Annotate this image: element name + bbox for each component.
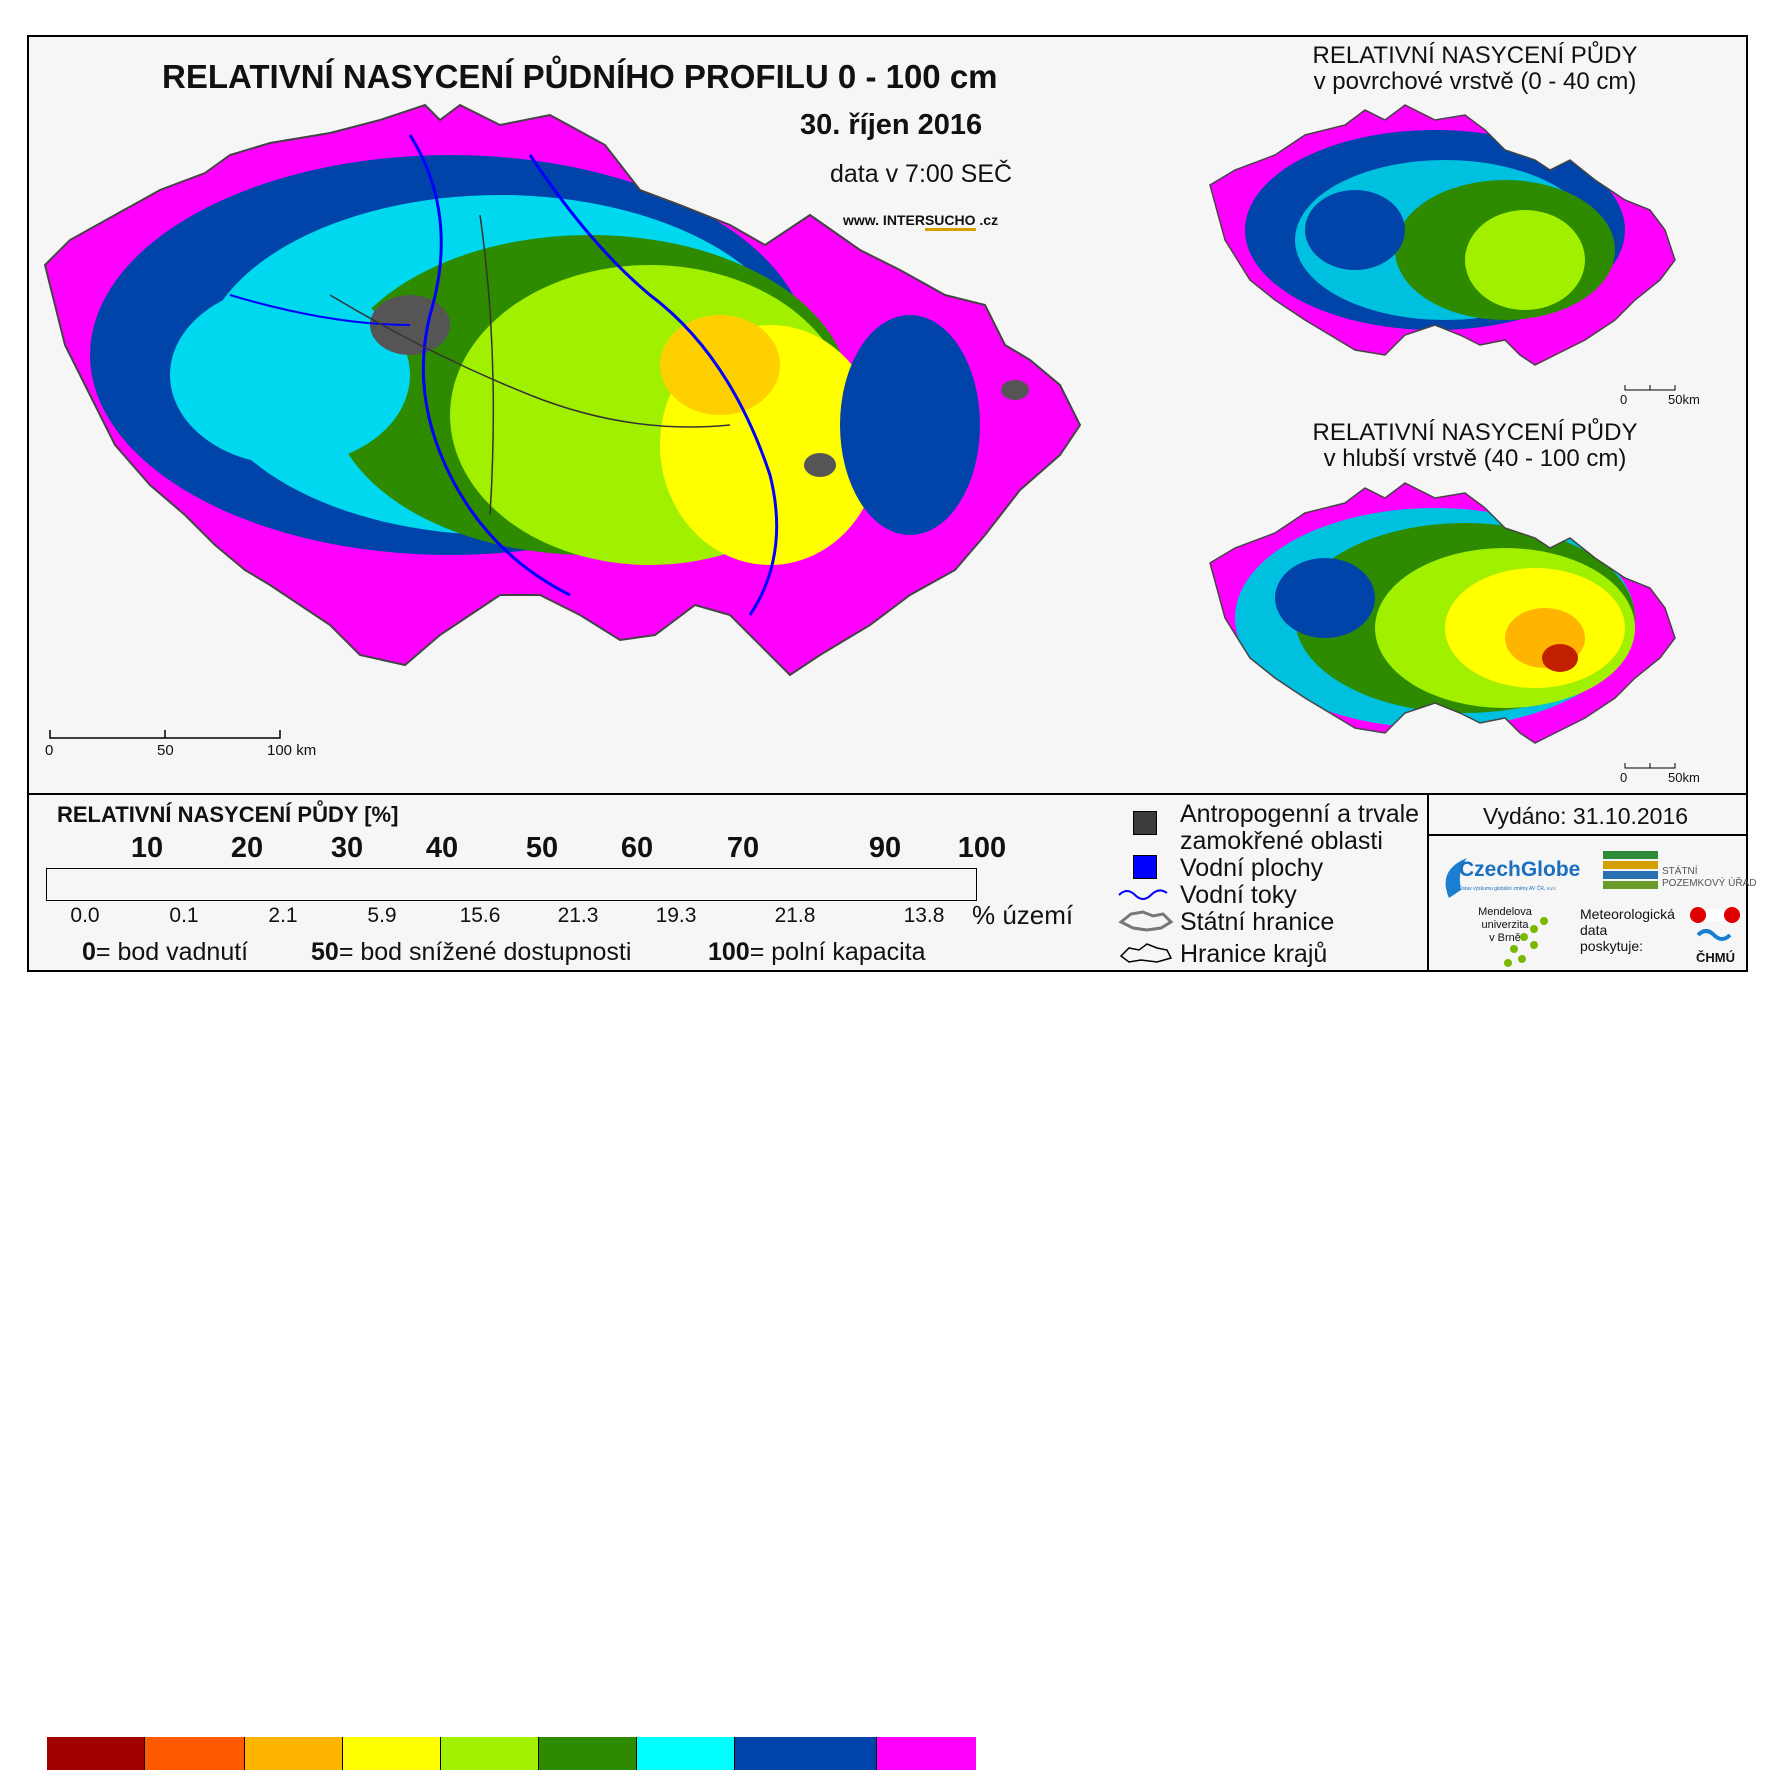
inset-bottom-scale-50: 50km bbox=[1668, 770, 1700, 785]
legend-item-region-border: Hranice krajů bbox=[1180, 940, 1328, 968]
state-border-icon bbox=[1118, 910, 1174, 932]
mendel-line: v Brně bbox=[1489, 932, 1521, 944]
mendel-text: Mendelova univerzita v Brně bbox=[1475, 906, 1535, 945]
note-text: = bod snížené dostupnosti bbox=[338, 938, 632, 966]
mendel-line: univerzita bbox=[1481, 919, 1529, 931]
legend-unit: % území bbox=[972, 900, 1074, 930]
legend-swatch bbox=[735, 1737, 877, 1770]
mendel-dots-icon bbox=[1504, 917, 1548, 967]
main-scale-0: 0 bbox=[45, 742, 54, 759]
url-prefix: www. INTER bbox=[843, 212, 925, 228]
czechglobe-subtext: Ústav výzkumu globální změny AV ČR, v.v.… bbox=[1459, 886, 1557, 892]
region-border-icon bbox=[1119, 943, 1173, 963]
inset-bottom-title-1: RELATIVNÍ NASYCENÍ PŮDY bbox=[1312, 419, 1638, 446]
legend-threshold: 60 bbox=[620, 832, 654, 864]
spu-logo-icon bbox=[1603, 851, 1658, 889]
river-line-icon bbox=[1118, 889, 1168, 900]
legend-swatch bbox=[145, 1737, 245, 1770]
chmu-text: ČHMÚ bbox=[1696, 950, 1735, 965]
main-soil-map bbox=[43, 103, 1082, 739]
url-suffix: .cz bbox=[975, 212, 999, 228]
mendel-line: Mendelova bbox=[1478, 906, 1532, 918]
legend-separator bbox=[27, 793, 1748, 795]
legend-swatch bbox=[245, 1737, 343, 1770]
meteo-line: poskytuje: bbox=[1580, 938, 1644, 954]
spu-text-2: POZEMKOVÝ ÚŘAD bbox=[1662, 878, 1757, 889]
legend-swatch bbox=[539, 1737, 637, 1770]
footer-divider-vertical bbox=[1427, 795, 1429, 972]
legend-threshold: 20 bbox=[230, 832, 264, 864]
note-value: 50 bbox=[311, 938, 339, 966]
inset-top-title-2: v povrchové vrstvě (0 - 40 cm) bbox=[1313, 68, 1637, 95]
url-bold: SUCHO bbox=[924, 212, 976, 231]
meteo-text: Meteorologická data poskytuje: bbox=[1580, 906, 1675, 954]
meteo-line: Meteorologická bbox=[1580, 906, 1675, 922]
legend-share: 0.1 bbox=[169, 904, 199, 927]
legend-note-wilting: 0= bod vadnutí bbox=[82, 938, 248, 967]
data-time: data v 7:00 SEČ bbox=[830, 160, 1013, 188]
issued-date: Vydáno: 31.10.2016 bbox=[1483, 803, 1689, 829]
legend-swatch bbox=[47, 1737, 145, 1770]
czechglobe-text: CzechGlobe bbox=[1459, 858, 1581, 881]
legend-share: 5.9 bbox=[367, 904, 397, 927]
legend-item-state-border: Státní hranice bbox=[1180, 908, 1335, 936]
dark-gray-square-icon bbox=[1133, 811, 1157, 835]
inset-top-title-1: RELATIVNÍ NASYCENÍ PŮDY bbox=[1312, 42, 1638, 69]
czechglobe-logo: CzechGlobe Ústav výzkumu globální změny … bbox=[1437, 850, 1592, 906]
legend-note-reduced: 50= bod snížené dostupnosti bbox=[311, 938, 631, 967]
legend-share: 0.0 bbox=[70, 904, 100, 927]
note-value: 0 bbox=[82, 938, 96, 966]
note-text: = polní kapacita bbox=[749, 938, 926, 966]
inset-top-scale-50: 50km bbox=[1668, 392, 1700, 407]
legend-share: 2.1 bbox=[268, 904, 298, 927]
legend-swatch bbox=[441, 1737, 539, 1770]
legend-share: 13.8 bbox=[903, 904, 945, 927]
note-value: 100 bbox=[708, 938, 750, 966]
legend-item-rivers: Vodní toky bbox=[1180, 881, 1297, 909]
legend-swatch bbox=[877, 1737, 976, 1770]
main-scale-100: 100 km bbox=[267, 742, 317, 759]
legend-threshold: 70 bbox=[726, 832, 760, 864]
legend-item-water-bodies: Vodní plochy bbox=[1180, 854, 1324, 882]
legend-share: 21.8 bbox=[774, 904, 816, 927]
czechglobe-swoosh-icon bbox=[1445, 858, 1467, 898]
legend-color-bar bbox=[46, 868, 977, 1770]
legend-item-anthropogenic-2: zamokřené oblasti bbox=[1180, 827, 1383, 855]
legend-swatch bbox=[343, 1737, 441, 1770]
inset-bottom-map bbox=[1209, 482, 1676, 769]
inset-bottom-scale-0: 0 bbox=[1620, 770, 1628, 785]
legend-threshold: 30 bbox=[330, 832, 364, 864]
map-date: 30. říjen 2016 bbox=[800, 109, 983, 141]
legend-threshold: 10 bbox=[130, 832, 164, 864]
legend-title: RELATIVNÍ NASYCENÍ PŮDY [%] bbox=[57, 802, 399, 827]
legend-swatch bbox=[637, 1737, 735, 1770]
blue-square-icon bbox=[1133, 855, 1157, 879]
legend-share: 21.3 bbox=[557, 904, 599, 927]
legend-item-anthropogenic-1: Antropogenní a trvale bbox=[1180, 800, 1420, 828]
footer-divider-horizontal bbox=[1427, 834, 1748, 836]
chmu-logo-icon bbox=[1690, 907, 1740, 941]
legend-threshold: 100 bbox=[957, 832, 1007, 864]
legend-share: 19.3 bbox=[655, 904, 697, 927]
meteo-line: data bbox=[1580, 922, 1608, 938]
inset-bottom-title-2: v hlubší vrstvě (40 - 100 cm) bbox=[1323, 445, 1627, 472]
legend-threshold: 90 bbox=[868, 832, 902, 864]
spu-text-1: STÁTNÍ bbox=[1662, 866, 1698, 877]
page-title: RELATIVNÍ NASYCENÍ PŮDNÍHO PROFILU 0 - 1… bbox=[162, 58, 998, 95]
main-scale-50: 50 bbox=[157, 742, 174, 759]
inset-top-scale-0: 0 bbox=[1620, 392, 1628, 407]
inset-top-map bbox=[1209, 104, 1676, 391]
legend-threshold: 40 bbox=[425, 832, 459, 864]
legend-threshold: 50 bbox=[525, 832, 559, 864]
legend-note-capacity: 100= polní kapacita bbox=[708, 938, 926, 967]
source-url[interactable]: www. INTERSUCHO .cz bbox=[843, 212, 999, 231]
legend-share: 15.6 bbox=[459, 904, 501, 927]
note-text: = bod vadnutí bbox=[95, 938, 249, 966]
